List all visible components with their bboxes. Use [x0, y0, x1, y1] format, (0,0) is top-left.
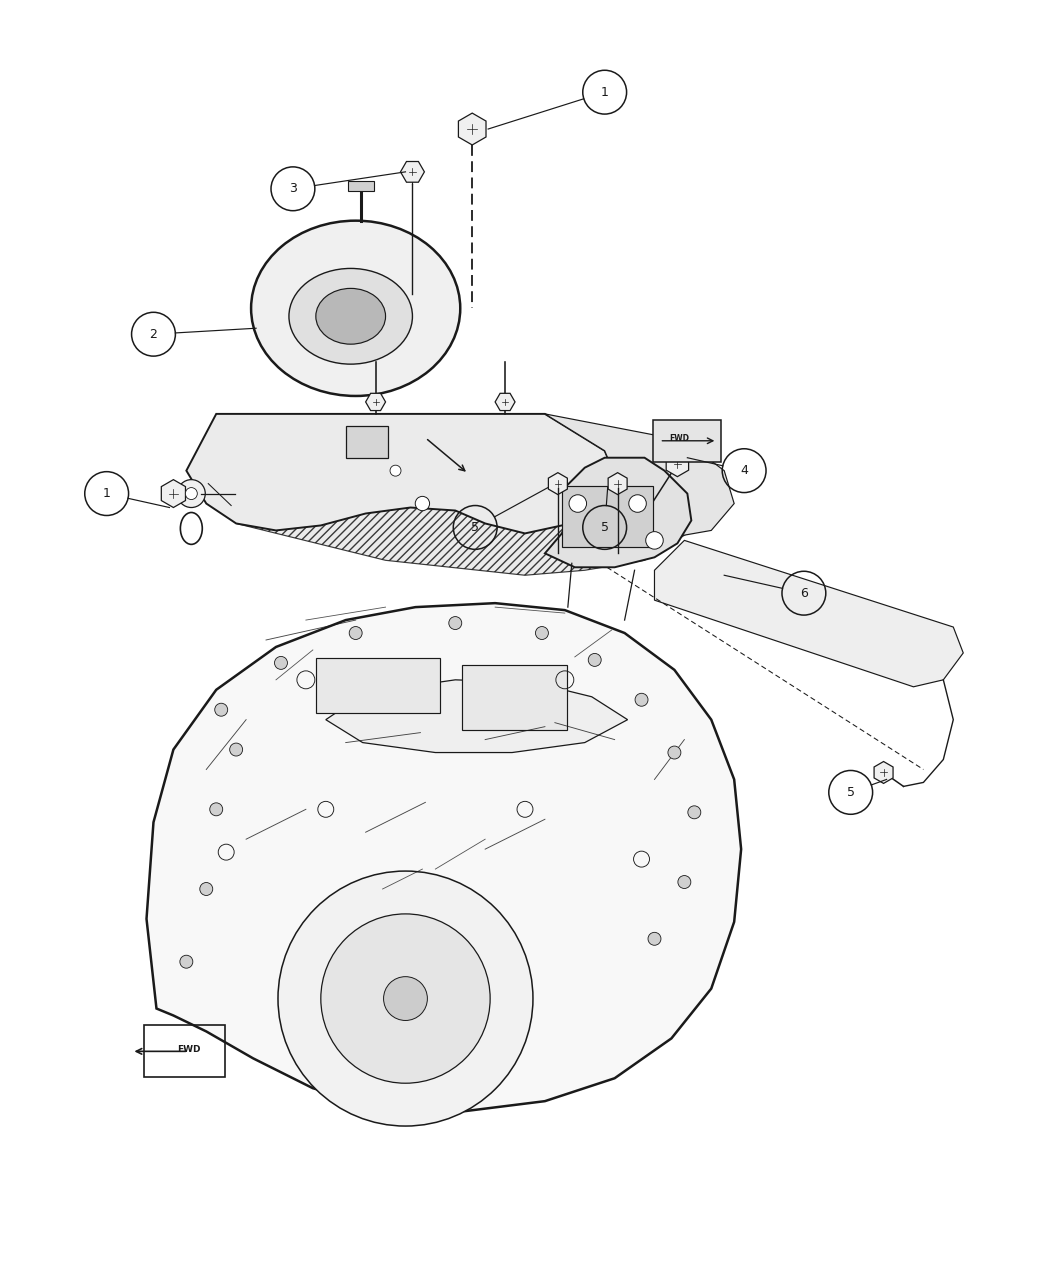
Polygon shape	[545, 414, 734, 541]
Polygon shape	[654, 541, 963, 687]
Circle shape	[569, 495, 587, 513]
Text: 2: 2	[149, 328, 158, 340]
Bar	[562, 486, 653, 547]
Polygon shape	[666, 451, 689, 477]
Circle shape	[177, 479, 205, 507]
Circle shape	[390, 465, 401, 476]
Polygon shape	[186, 414, 622, 533]
Circle shape	[180, 955, 193, 968]
Circle shape	[383, 977, 427, 1020]
Circle shape	[688, 806, 700, 819]
Polygon shape	[162, 479, 186, 507]
Circle shape	[186, 487, 197, 500]
Bar	[345, 426, 387, 458]
Circle shape	[321, 914, 490, 1084]
Bar	[316, 658, 440, 713]
Text: 5: 5	[846, 785, 855, 799]
Polygon shape	[608, 473, 627, 495]
Polygon shape	[459, 113, 486, 145]
Ellipse shape	[251, 221, 460, 397]
Circle shape	[646, 532, 664, 550]
Ellipse shape	[316, 288, 385, 344]
Text: 5: 5	[471, 521, 479, 534]
Circle shape	[635, 694, 648, 706]
Polygon shape	[548, 473, 567, 495]
Circle shape	[350, 626, 362, 640]
Circle shape	[588, 653, 602, 667]
Text: 4: 4	[740, 464, 748, 477]
Polygon shape	[326, 680, 628, 752]
Bar	[653, 419, 721, 462]
Circle shape	[415, 496, 429, 511]
Bar	[144, 1025, 225, 1077]
Text: 3: 3	[289, 182, 297, 195]
Text: 1: 1	[103, 487, 110, 500]
Bar	[348, 181, 374, 191]
Text: 1: 1	[601, 85, 609, 98]
Circle shape	[668, 746, 680, 759]
Circle shape	[278, 871, 533, 1126]
Bar	[462, 664, 567, 729]
Text: 6: 6	[800, 586, 807, 599]
Polygon shape	[496, 393, 516, 411]
Circle shape	[678, 876, 691, 889]
Polygon shape	[874, 761, 894, 783]
Circle shape	[629, 495, 647, 513]
Circle shape	[448, 617, 462, 630]
Text: FWD: FWD	[176, 1044, 201, 1054]
Circle shape	[274, 657, 288, 669]
Circle shape	[200, 882, 213, 895]
Polygon shape	[545, 458, 691, 567]
Text: FWD: FWD	[670, 435, 690, 444]
Text: 5: 5	[601, 521, 609, 534]
Ellipse shape	[289, 269, 413, 365]
Circle shape	[210, 803, 223, 816]
Circle shape	[536, 626, 548, 640]
Circle shape	[648, 932, 660, 945]
Polygon shape	[400, 162, 424, 182]
Polygon shape	[211, 454, 688, 575]
Circle shape	[215, 704, 228, 717]
Polygon shape	[147, 603, 741, 1111]
Polygon shape	[365, 393, 385, 411]
Circle shape	[230, 743, 243, 756]
